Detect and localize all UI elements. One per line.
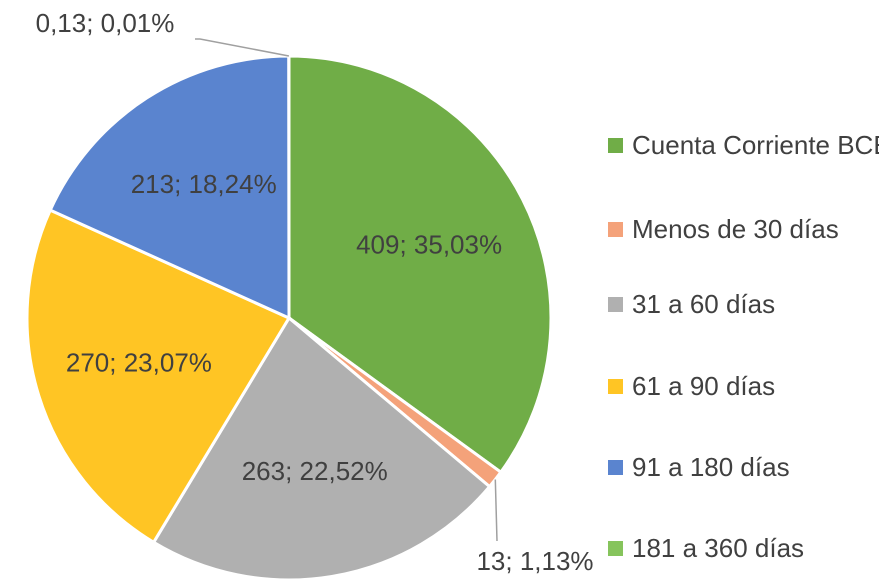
legend-item: 181 a 360 días [608,531,879,565]
legend-item: Cuenta Corriente BCE [608,128,879,162]
legend-swatch [608,379,623,394]
data-label: 13; 1,13% [476,546,593,576]
legend-swatch [608,460,623,475]
legend-item: 31 a 60 días [608,287,879,321]
data-label: 263; 22,52% [242,456,388,486]
legend-label: 61 a 90 días [632,371,776,401]
data-label: 270; 23,07% [66,348,212,378]
legend-label: 181 a 360 días [632,533,805,563]
legend-swatch [608,138,623,153]
leader-line [195,38,290,57]
legend-item: Menos de 30 días [608,212,879,246]
legend-swatch [608,222,623,237]
leader-line [494,479,498,542]
legend-swatch [608,297,623,312]
pie-slice [48,54,291,321]
legend-label: 31 a 60 días [632,289,776,319]
pie-slice [151,315,492,581]
legend-label: Cuenta Corriente BCE [632,130,879,160]
legend-item: 61 a 90 días [608,369,879,403]
legend-label: Menos de 30 días [632,214,839,244]
data-label: 213; 18,24% [131,169,277,199]
legend-label: 91 a 180 días [632,452,790,482]
data-label: 0,13; 0,01% [36,8,175,38]
legend-item: 91 a 180 días [608,450,879,484]
legend-swatch [608,541,623,556]
pie-slice [25,208,292,545]
data-label: 409; 35,03% [356,230,502,260]
pie-slice [287,54,553,475]
